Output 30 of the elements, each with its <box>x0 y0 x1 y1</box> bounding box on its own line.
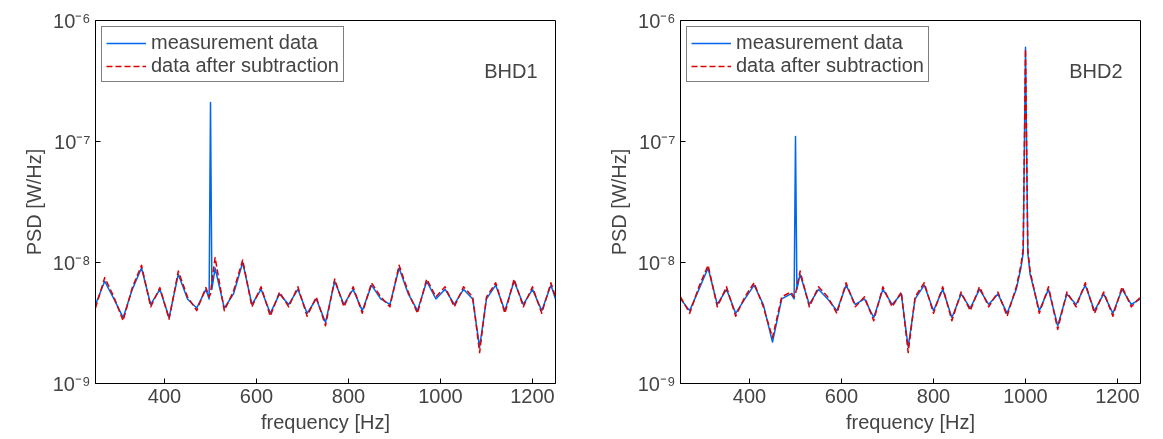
y-tick-label: 10⁻⁸ <box>637 251 676 274</box>
y-axis-title: PSD [W/Hz] <box>22 148 45 256</box>
line-series <box>95 256 556 354</box>
annotation: BHD2 <box>1069 59 1123 82</box>
x-axis-title: frequency [Hz] <box>846 410 975 433</box>
line-series <box>95 101 556 348</box>
y-tick-label: 10⁻⁷ <box>639 130 676 153</box>
x-tick-label: 800 <box>331 384 366 407</box>
legend-label: data after subtraction <box>736 54 924 77</box>
legend-label: measurement data <box>736 31 903 54</box>
x-tick-label: 400 <box>147 384 182 407</box>
legend-label: measurement data <box>151 31 318 54</box>
legend-label: data after subtraction <box>151 54 339 77</box>
y-tick-label: 10⁻⁶ <box>638 9 676 32</box>
x-tick-label: 400 <box>732 384 767 407</box>
x-tick-label: 1200 <box>1095 384 1140 407</box>
y-tick-label: 10⁻⁹ <box>637 372 676 395</box>
annotation: BHD1 <box>484 59 538 82</box>
y-tick-label: 10⁻⁸ <box>52 251 91 274</box>
x-tick-label: 600 <box>824 384 859 407</box>
x-tick-label: 600 <box>239 384 274 407</box>
y-axis-title: PSD [W/Hz] <box>607 148 630 256</box>
y-tick-label: 10⁻⁷ <box>54 130 91 153</box>
y-tick-label: 10⁻⁶ <box>53 9 91 32</box>
x-axis-title: frequency [Hz] <box>261 410 390 433</box>
x-tick-label: 1200 <box>510 384 555 407</box>
x-tick-label: 800 <box>916 384 951 407</box>
y-tick-label: 10⁻⁹ <box>52 372 91 395</box>
x-tick-label: 1000 <box>1003 384 1048 407</box>
x-tick-label: 1000 <box>418 384 463 407</box>
